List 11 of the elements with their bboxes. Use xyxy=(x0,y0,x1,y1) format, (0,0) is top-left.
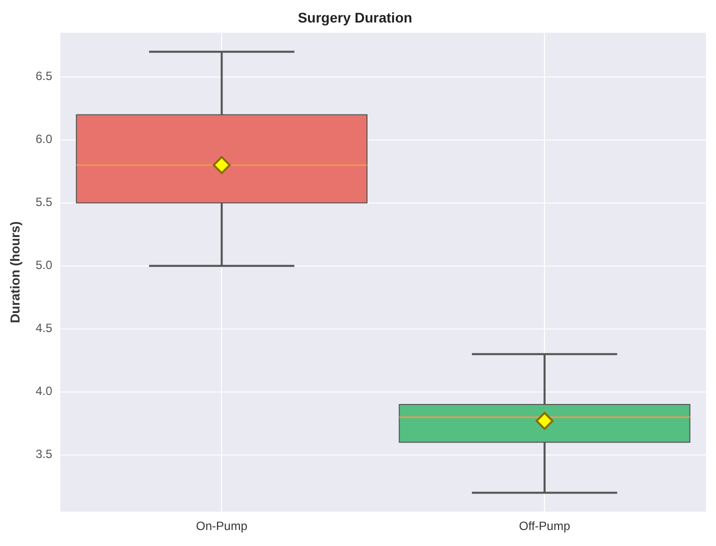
y-tick-label: 5.5 xyxy=(36,195,53,210)
x-tick-label: Off-Pump xyxy=(519,519,570,534)
chart-title: Surgery Duration xyxy=(298,9,412,26)
y-tick-label: 4.0 xyxy=(36,384,53,398)
y-tick-label: 6.5 xyxy=(36,69,53,84)
y-tick-label: 5.0 xyxy=(36,258,53,272)
y-tick-label: 3.5 xyxy=(36,447,53,462)
x-tick-label: On-Pump xyxy=(196,519,248,534)
y-tick-label: 6.0 xyxy=(36,132,53,146)
y-tick-label: 4.5 xyxy=(36,321,53,336)
y-axis-title: Duration (hours) xyxy=(7,221,22,324)
